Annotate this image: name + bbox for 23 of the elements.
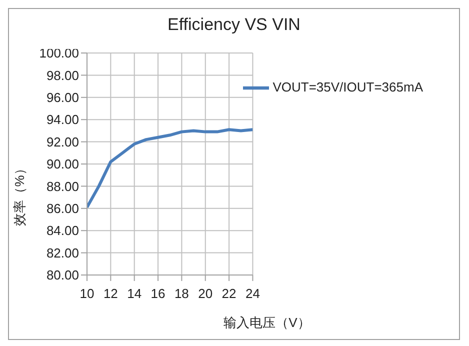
x-tick-label: 12 xyxy=(103,286,118,302)
y-tick-label: 84.00 xyxy=(46,223,79,238)
y-tick-label: 80.00 xyxy=(46,268,79,283)
x-tick-label: 16 xyxy=(150,286,166,302)
y-tick-label: 94.00 xyxy=(46,112,79,128)
x-tick-label: 24 xyxy=(245,286,260,302)
y-axis-title: 效率（%） xyxy=(11,162,28,226)
x-tick-label: 10 xyxy=(80,286,94,302)
chart-title: Efficiency VS VIN xyxy=(166,15,302,35)
y-tick-label: 96.00 xyxy=(46,90,79,106)
x-tick-label: 22 xyxy=(222,286,236,302)
y-tick-label: 86.00 xyxy=(46,201,79,216)
y-tick-label: 90.00 xyxy=(46,156,79,172)
y-tick-label: 88.00 xyxy=(46,178,79,194)
x-tick-label: 18 xyxy=(174,286,189,302)
x-tick-label: 20 xyxy=(198,286,213,302)
y-tick-label: 92.00 xyxy=(46,134,79,150)
x-tick-label: 14 xyxy=(127,286,142,302)
x-axis-title: 输入电压（V） xyxy=(222,314,312,332)
line-series xyxy=(87,128,253,209)
legend-label: VOUT=35V/IOUT=365mA xyxy=(272,79,423,94)
y-tick-label: 82.00 xyxy=(46,245,79,260)
y-tick-label: 98.00 xyxy=(46,68,79,83)
